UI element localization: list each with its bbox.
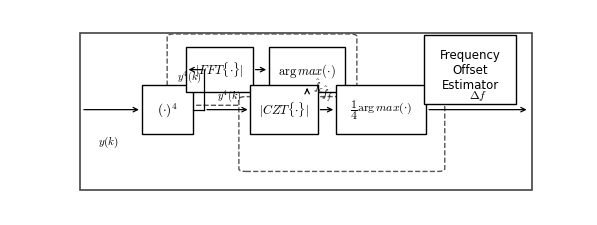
FancyBboxPatch shape — [239, 97, 445, 172]
FancyBboxPatch shape — [269, 48, 345, 93]
Text: $y(k)$: $y(k)$ — [99, 134, 119, 150]
FancyBboxPatch shape — [186, 48, 253, 93]
FancyBboxPatch shape — [167, 35, 357, 106]
Text: Frequency
Offset
Estimator: Frequency Offset Estimator — [440, 49, 501, 92]
Text: $\arg max(\cdot)$: $\arg max(\cdot)$ — [278, 61, 336, 79]
FancyBboxPatch shape — [251, 86, 318, 134]
Text: $\hat{f}_c$: $\hat{f}_c$ — [313, 77, 324, 94]
Text: $\hat{f}_f$: $\hat{f}_f$ — [321, 84, 333, 103]
Text: $|CZT\{\cdot\}|$: $|CZT\{\cdot\}|$ — [259, 100, 309, 120]
Text: $y^4(k)$: $y^4(k)$ — [217, 88, 242, 103]
Text: $({\cdot})^4$: $({\cdot})^4$ — [157, 101, 177, 119]
FancyBboxPatch shape — [141, 86, 193, 134]
Text: $y^4(k)$: $y^4(k)$ — [177, 69, 202, 85]
Text: $|FFT\{\cdot\}|$: $|FFT\{\cdot\}|$ — [195, 61, 244, 80]
FancyBboxPatch shape — [80, 34, 532, 190]
Text: $\dfrac{1}{4}\arg max(\cdot)$: $\dfrac{1}{4}\arg max(\cdot)$ — [350, 98, 413, 122]
Text: $\Delta\hat{f}$: $\Delta\hat{f}$ — [469, 86, 487, 103]
FancyBboxPatch shape — [336, 86, 426, 134]
FancyBboxPatch shape — [424, 36, 516, 105]
